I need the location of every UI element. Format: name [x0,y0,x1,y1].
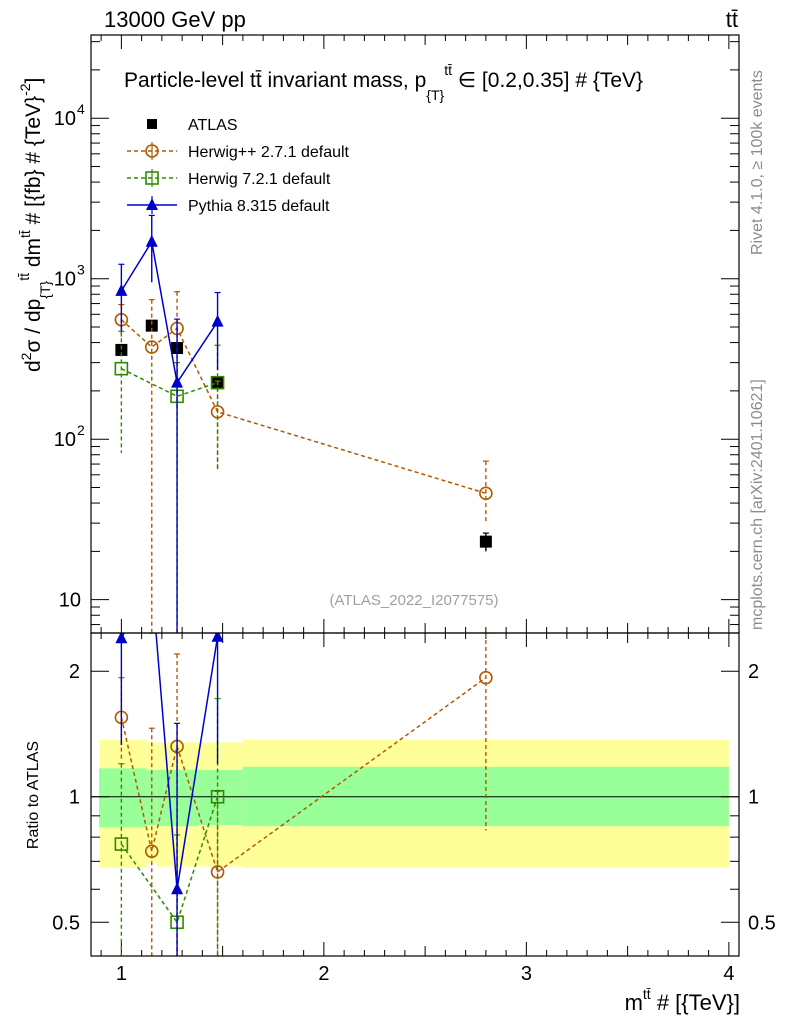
x-tick-label: 1 [116,963,127,985]
axis-ticks [91,35,739,956]
y-tick-label: 10 [59,590,81,612]
ratio-y-tick-label-right: 0.5 [748,912,776,934]
legend-entry: ATLAS [147,117,238,134]
series-herwig-7-2-1-default [114,330,225,633]
main-series-layer [114,214,493,633]
process-label: tt̄ [726,7,738,32]
y-tick-exponent: 4 [77,101,85,117]
marker-triangle [115,283,128,296]
marker-triangle [145,234,158,247]
band-inner [197,769,243,826]
legend-label: Herwig++ 2.7.1 default [188,144,350,161]
ratio-y-tick-label: 0.5 [52,912,80,934]
series-line [121,368,218,398]
y-tick-label: 10 [54,108,76,130]
energy-label: 13000 GeV pp [104,7,246,32]
ratio-uncertainty-bands [99,739,729,868]
series-line [120,633,219,890]
marker-open-square [145,171,159,185]
marker-triangle [171,375,184,388]
marker-open-circle [145,144,159,158]
x-axis-label: mtt̄ # [{TeV}] [625,986,740,1015]
legend-entry: Herwig++ 2.7.1 default [127,142,350,161]
legend: ATLAS Herwig++ 2.7.1 default Herwig 7.2.1 … [127,117,350,215]
marker-triangle [211,314,224,327]
marker-open-square [114,837,129,851]
marker-open-circle [144,340,159,354]
legend-label: Pythia 8.315 default [188,198,330,215]
ratio-series-layer [114,633,493,956]
marker-triangle [211,633,224,642]
marker-open-square [114,361,129,376]
marker-square [115,343,128,356]
series-atlas [115,319,492,552]
marker-square [145,319,158,332]
marker-triangle [115,633,128,644]
y-tick-label: 10 [54,429,76,451]
x-tick-label: 2 [318,963,329,985]
ratio-y-tick-label: 2 [69,661,80,683]
marker-triangle [146,198,158,210]
marker-open-circle [479,486,493,501]
series-line [120,239,219,385]
mcplots-label: mcplots.cern.ch [arXiv:2401.10621] [749,379,766,630]
x-tick-label: 3 [521,963,532,985]
marker-open-circle [144,844,159,859]
ratio-y-tick-label-right: 2 [748,661,759,683]
ratio-y-tick-label: 1 [69,787,80,809]
ratio-y-tick-label-right: 1 [748,787,759,809]
ratio-frame [90,632,740,957]
band-inner [146,769,157,826]
marker-square [147,119,157,129]
series-line [120,796,219,924]
y-axis-label-ratio: Ratio to ATLAS [25,741,42,849]
marker-open-circle [210,865,225,879]
y-axis-label-main: d2σ / dp{T}tt̄ dmtt̄ # [{fb} # {TeV}-2] [16,78,53,372]
panel-frames [90,34,740,957]
band-inner [99,768,147,828]
main-title: Particle-level tt̄ invariant mass, p{T}t… [124,62,643,103]
legend-label: ATLAS [188,117,238,134]
marker-open-square [210,789,225,804]
y-tick-exponent: 2 [77,422,85,438]
legend-entry: Herwig 7.2.1 default [127,169,331,188]
marker-open-square [210,375,225,390]
legend-entry: Pythia 8.315 default [127,196,330,215]
series-pythia-8-315-default [115,633,224,956]
x-tick-label: 4 [723,963,734,985]
series-pythia-8-315-default [115,214,224,633]
marker-square [479,535,492,548]
marker-open-circle [479,670,493,685]
y-tick-label: 10 [54,269,76,291]
legend-label: Herwig 7.2.1 default [188,171,331,188]
y-tick-exponent: 3 [77,262,85,278]
watermark: (ATLAS_2022_I2077575) [329,592,498,609]
rivet-label: Rivet 4.1.0, ≥ 100k events [749,70,766,255]
marker-triangle [171,882,184,895]
